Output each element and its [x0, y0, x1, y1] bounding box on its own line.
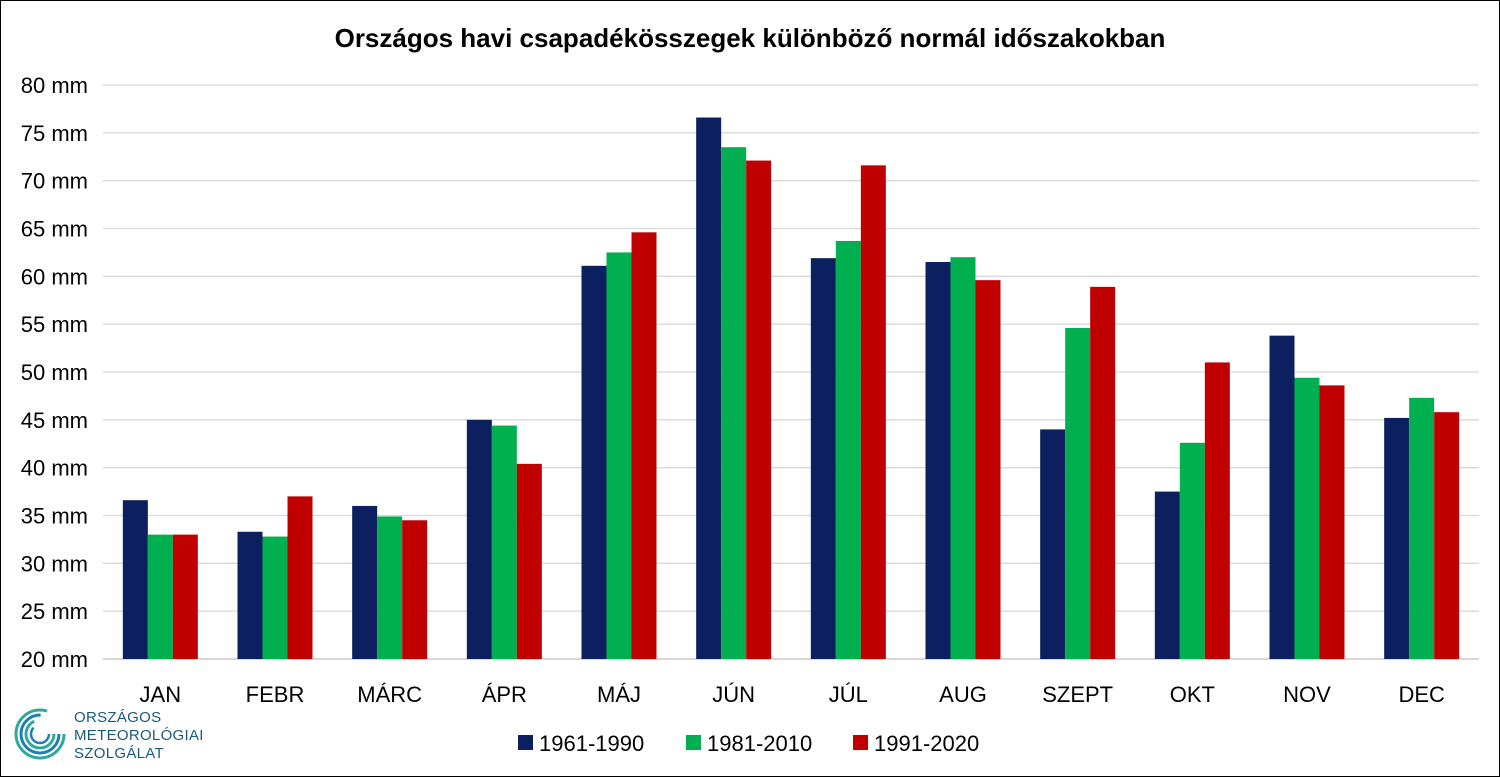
bar-1991-2020-OKT	[1204, 362, 1230, 659]
bar-1961-1990-NOV	[1269, 335, 1295, 659]
legend: 1961-1990 1981-2010 1991-2020	[518, 731, 979, 756]
bar-1991-2020-JÚL	[860, 165, 886, 660]
bar-1981-2010-JAN	[147, 534, 173, 659]
x-axis: JAN FEBR MÁRC ÁPR MÁJ JÚN JÚL AUG SZEPT OKT NOV DEC	[140, 682, 1445, 707]
bar-series	[122, 117, 1460, 660]
chart-title: Országos havi csapadékösszegek különböző…	[335, 23, 1166, 53]
bar-1991-2020-SZEPT	[1090, 286, 1116, 659]
y-tick-label: 70 mm	[21, 169, 88, 194]
x-tick-label: FEBR	[246, 682, 305, 707]
bar-1981-2010-OKT	[1179, 442, 1205, 659]
bar-1961-1990-OKT	[1154, 491, 1180, 659]
bar-1981-2010-SZEPT	[1065, 327, 1091, 659]
grid-lines	[103, 84, 1479, 660]
x-tick-label: JÚN	[712, 682, 755, 707]
legend-label: 1961-1990	[539, 731, 644, 756]
legend-label: 1981-2010	[707, 731, 812, 756]
y-tick-label: 45 mm	[21, 408, 88, 433]
bar-1981-2010-NOV	[1294, 377, 1320, 659]
bar-1961-1990-JAN	[122, 500, 148, 659]
y-tick-label: 40 mm	[21, 456, 88, 481]
bar-1991-2020-MÁRC	[402, 520, 428, 659]
swirl-logo-icon	[14, 708, 66, 760]
y-tick-label: 30 mm	[21, 551, 88, 576]
legend-swatch	[853, 735, 868, 750]
x-tick-label: ÁPR	[482, 682, 527, 707]
y-tick-label: 35 mm	[21, 504, 88, 529]
bar-1981-2010-MÁRC	[377, 516, 403, 659]
bar-1991-2020-NOV	[1319, 385, 1345, 659]
x-tick-label: DEC	[1398, 682, 1445, 707]
bar-1981-2010-JÚL	[835, 240, 861, 660]
y-axis: 20 mm 25 mm 30 mm 35 mm 40 mm 45 mm 50 mm 55 mm…	[21, 73, 88, 672]
y-tick-label: 75 mm	[21, 121, 88, 146]
bar-1961-1990-ÁPR	[466, 419, 492, 659]
y-tick-label: 60 mm	[21, 264, 88, 289]
bar-1961-1990-JÚN	[696, 117, 722, 659]
logo-line-2: METEOROLÓGIAI	[74, 727, 204, 744]
legend-swatch	[518, 735, 533, 750]
bar-1981-2010-MÁJ	[606, 252, 632, 659]
x-tick-label: OKT	[1170, 682, 1215, 707]
bar-1991-2020-FEBR	[287, 496, 313, 659]
bar-1981-2010-FEBR	[262, 536, 288, 659]
x-tick-label: MÁRC	[357, 682, 422, 707]
bar-1991-2020-JAN	[172, 534, 198, 659]
x-tick-label: SZEPT	[1042, 682, 1113, 707]
y-tick-label: 25 mm	[21, 599, 88, 624]
x-tick-label: AUG	[939, 682, 987, 707]
x-tick-label: JÚL	[829, 682, 868, 707]
x-tick-label: NOV	[1283, 682, 1331, 707]
x-tick-label: JAN	[140, 682, 182, 707]
bar-1981-2010-ÁPR	[491, 425, 517, 659]
legend-label: 1991-2020	[874, 731, 979, 756]
x-tick-label: MÁJ	[597, 682, 641, 707]
logo-line-3: SZOLGÁLAT	[74, 745, 164, 762]
bar-1981-2010-AUG	[950, 257, 976, 659]
legend-swatch	[686, 735, 701, 750]
bar-1961-1990-FEBR	[237, 531, 263, 659]
logo-line-1: ORSZÁGOS	[74, 709, 162, 726]
y-tick-label: 55 mm	[21, 312, 88, 337]
bar-1991-2020-JÚN	[746, 160, 772, 659]
bar-1961-1990-AUG	[925, 261, 951, 659]
bar-1961-1990-MÁRC	[352, 505, 378, 659]
bar-1961-1990-SZEPT	[1040, 429, 1066, 659]
omsz-logo: ORSZÁGOS METEOROLÓGIAI SZOLGÁLAT	[12, 706, 232, 766]
bar-1961-1990-MÁJ	[581, 265, 607, 659]
bar-1991-2020-AUG	[975, 280, 1001, 659]
bar-1961-1990-DEC	[1384, 417, 1410, 659]
bar-1991-2020-DEC	[1434, 412, 1460, 659]
bar-1981-2010-JÚN	[721, 147, 747, 659]
y-tick-label: 80 mm	[21, 73, 88, 98]
bar-1981-2010-DEC	[1409, 397, 1435, 659]
bar-1991-2020-MÁJ	[631, 232, 657, 659]
bar-1961-1990-JÚL	[810, 258, 836, 659]
y-tick-label: 65 mm	[21, 217, 88, 242]
y-tick-label: 20 mm	[21, 647, 88, 672]
bar-1991-2020-ÁPR	[516, 463, 542, 659]
y-tick-label: 50 mm	[21, 360, 88, 385]
